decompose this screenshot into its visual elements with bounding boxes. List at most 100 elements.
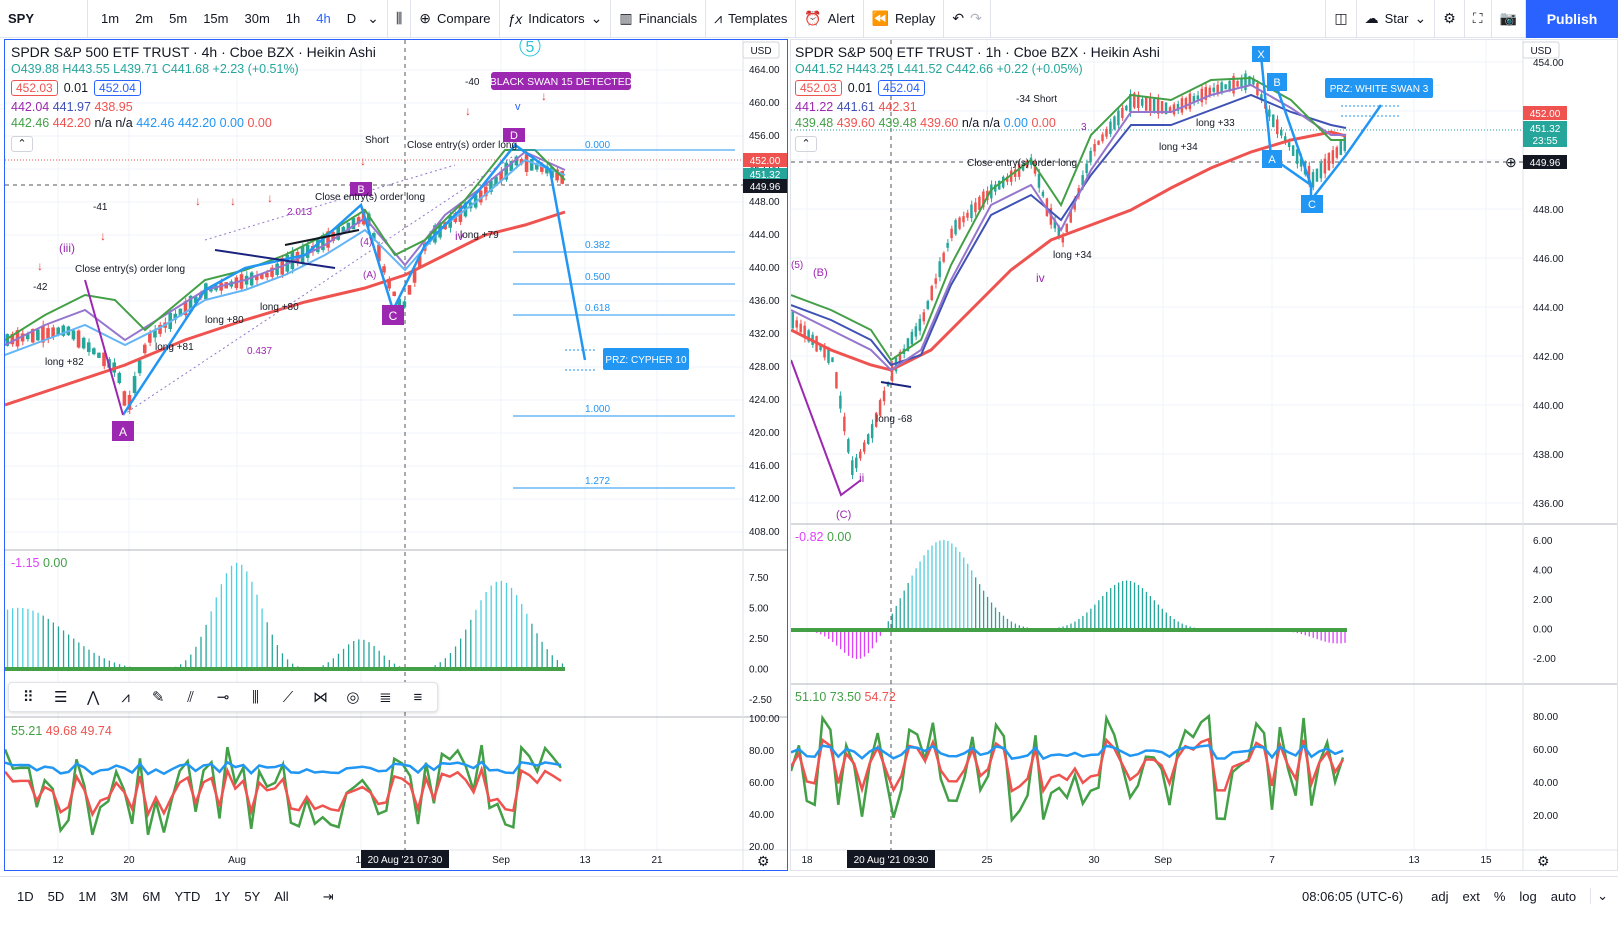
undo-icon[interactable]: ↶ [952,10,965,26]
point-b-marker[interactable]: B [350,182,372,196]
right-rsi-axis[interactable]: 80.00 60.00 40.00 20.00 [1533,712,1558,822]
range-5y[interactable]: 5Y [244,888,261,904]
candle-body [918,318,922,331]
collapse-legend-button[interactable]: ⌃ [795,136,817,152]
candle-body [1236,81,1239,87]
point-x-marker[interactable]: X [1252,46,1270,62]
financials-button[interactable]: ▥ Financials [611,0,707,38]
interval-4h[interactable]: 4h [316,11,331,26]
xabcd-icon[interactable]: ⋈ [312,689,328,706]
range-3m[interactable]: 3M [110,888,129,904]
left-time-axis[interactable]: 1220Aug16Sep1321 [52,855,663,866]
abc-pattern-icon[interactable]: ⩘ [121,688,130,706]
sell-price-box[interactable]: 452.03 [795,80,842,96]
pen-icon[interactable]: ✎ [151,689,165,706]
right-chart-panel[interactable]: PRZ: WHITE SWAN 3 X A B C long -68 long … [790,39,1618,871]
more-icon[interactable]: ⌄ [1590,888,1608,904]
more-lines-icon[interactable]: ≡ [413,688,423,706]
candle-body [1089,150,1092,163]
interval-2m[interactable]: 2m [135,11,154,26]
collapse-legend-button[interactable]: ⌃ [11,136,33,152]
vertical-lines-icon[interactable]: ⫼ [252,688,259,706]
indicators-button[interactable]: ƒx Indicators ⌄ [500,0,612,38]
undo-redo: ↶ ↷ [944,0,991,38]
horizontal-line-icon[interactable]: ⊸ [216,689,230,706]
compare-button[interactable]: ⊕ Compare [411,0,500,38]
clock-time[interactable]: 08:06:05 (UTC-6) [1302,888,1404,904]
replay-button[interactable]: ⏪ Replay [864,0,945,38]
gear-icon[interactable]: ⚙ [1537,853,1550,869]
prz-white-swan-label[interactable]: PRZ: WHITE SWAN 3 [1325,78,1433,98]
interval-5m[interactable]: 5m [169,11,188,26]
spiral-icon[interactable]: ◎ [346,689,360,706]
black-swan-label[interactable]: BLACK SWAN 15 DETECTED [490,72,633,90]
range-5d[interactable]: 5D [47,888,65,904]
interval-15m[interactable]: 15m [203,11,229,26]
add-plus-icon[interactable]: ⊕ [1505,154,1517,170]
buy-price-box[interactable]: 452.04 [878,80,925,96]
left-chart-panel[interactable]: A B C D BLACK SWAN 15 DETECTED 5 0.000 0… [4,39,788,871]
candle-body [158,324,162,334]
buy-price-box[interactable]: 452.04 [94,80,141,96]
wave-4: (4) [360,237,372,248]
candle-body [336,226,340,240]
wave-iii: (iii) [59,241,75,255]
interval-D[interactable]: D [346,11,357,26]
right-time-axis[interactable]: 18 25 30 Sep 7 13 15 [801,855,1492,866]
gear-icon[interactable]: ⚙ [757,853,770,869]
snapshot-button[interactable]: 📷 [1492,0,1526,38]
candle-body [402,301,407,307]
percent-toggle[interactable]: % [1493,888,1506,904]
log-toggle[interactable]: log [1519,888,1537,904]
publish-button[interactable]: Publish [1526,0,1618,38]
range-1y[interactable]: 1Y [214,888,231,904]
chevron-down-icon[interactable]: ⌄ [367,10,379,26]
prz-cypher-label[interactable]: PRZ: CYPHER 10 [603,348,689,370]
fullscreen-button[interactable]: ⛶ [1465,0,1492,38]
interval-30m[interactable]: 30m [244,11,270,26]
alert-button[interactable]: ⏰ Alert [796,0,864,38]
templates-button[interactable]: ⩘ Templates [706,0,797,38]
point-c-marker[interactable]: C [1301,195,1323,213]
point-a-marker[interactable]: A [1262,150,1282,168]
black-swan-text: BLACK SWAN 15 DETECTED [490,76,633,88]
candle-body [366,213,371,226]
range-ytd[interactable]: YTD [174,888,201,904]
adj-toggle[interactable]: adj [1431,888,1449,904]
point-d-marker[interactable]: D [503,128,525,142]
layout-button[interactable]: ◫ [1325,0,1357,38]
currency-button[interactable]: USD [742,41,780,59]
symbol-search[interactable]: SPY [0,0,88,38]
left-price-axis[interactable]: 464.00 460.00 456.00 452.00 448.00 444.00 440.… [749,65,780,538]
point-c-marker[interactable]: C [382,305,404,325]
left-osc-axis[interactable]: 7.50 5.00 2.50 0.00 -2.50 [749,573,772,706]
drag-handle-icon[interactable]: ⠿ [22,689,34,706]
star-button[interactable]: ☁ Star ⌄ [1357,0,1436,38]
settings-lines-icon[interactable]: ≣ [379,689,392,706]
range-1d[interactable]: 1D [17,888,34,904]
candle-body [1172,104,1176,115]
range-all[interactable]: All [274,888,289,904]
chart-type-button[interactable]: ⫼ [388,0,412,38]
redo-icon[interactable]: ↷ [970,10,982,26]
range-1m[interactable]: 1M [78,888,97,904]
goto-date-icon[interactable]: ⇥ [322,888,334,904]
right-osc-axis[interactable]: 6.00 4.00 2.00 0.00 -2.00 [1533,536,1556,665]
channel-icon[interactable]: ⫽ [187,688,194,706]
ext-toggle[interactable]: ext [1462,888,1480,904]
left-chart-svg[interactable]: A B C D BLACK SWAN 15 DETECTED 5 0.000 0… [5,40,788,871]
auto-toggle[interactable]: auto [1550,888,1577,904]
interval-1m[interactable]: 1m [101,11,120,26]
pattern-icon[interactable]: ⋀ [87,689,100,706]
interval-1h[interactable]: 1h [285,11,301,26]
trendline-icon[interactable]: ⟋ [282,688,294,706]
settings-button[interactable]: ⚙ [1435,0,1465,38]
point-b-marker[interactable]: B [1267,73,1287,91]
right-chart-svg[interactable]: PRZ: WHITE SWAN 3 X A B C long -68 long … [791,40,1618,871]
point-a-marker[interactable]: A [112,421,134,441]
sell-price-box[interactable]: 452.03 [11,80,58,96]
currency-button[interactable]: USD [1522,41,1560,59]
range-6m[interactable]: 6M [142,888,161,904]
left-rsi-axis[interactable]: 100.00 80.00 60.00 40.00 20.00 [749,714,780,853]
lines-icon[interactable]: ☰ [53,689,68,706]
